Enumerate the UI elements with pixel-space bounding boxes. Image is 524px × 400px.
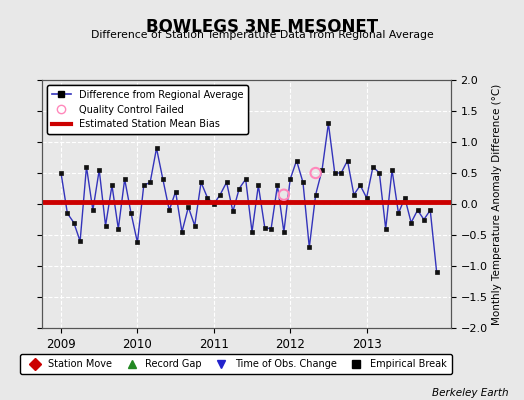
Legend: Station Move, Record Gap, Time of Obs. Change, Empirical Break: Station Move, Record Gap, Time of Obs. C…: [20, 354, 452, 374]
Text: Berkeley Earth: Berkeley Earth: [432, 388, 508, 398]
Point: [311, 170, 320, 176]
Legend: Difference from Regional Average, Quality Control Failed, Estimated Station Mean: Difference from Regional Average, Qualit…: [47, 85, 248, 134]
Point: [280, 192, 288, 198]
Y-axis label: Monthly Temperature Anomaly Difference (°C): Monthly Temperature Anomaly Difference (…: [492, 83, 501, 325]
Text: Difference of Station Temperature Data from Regional Average: Difference of Station Temperature Data f…: [91, 30, 433, 40]
Text: BOWLEGS 3NE MESONET: BOWLEGS 3NE MESONET: [146, 18, 378, 36]
